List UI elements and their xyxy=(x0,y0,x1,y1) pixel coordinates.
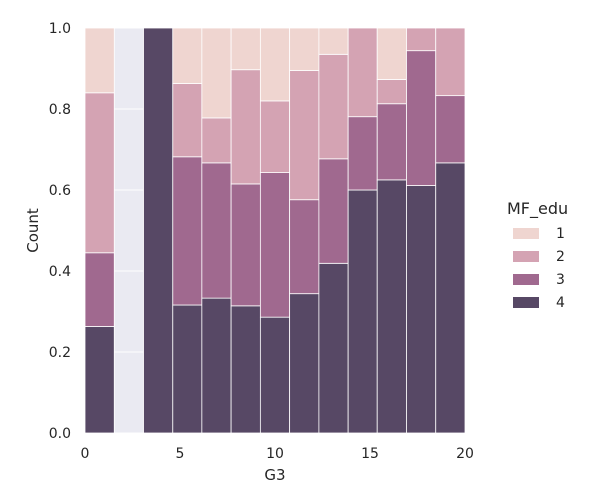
x-tick-label: 5 xyxy=(176,446,185,462)
legend-swatch xyxy=(513,274,539,285)
bar-segment xyxy=(376,27,407,80)
bar-segment xyxy=(289,199,320,295)
legend-swatch xyxy=(513,297,539,308)
bar-segment xyxy=(289,293,320,434)
y-tick-label: 0.8 xyxy=(49,102,71,118)
bars xyxy=(84,27,466,434)
bar-segment xyxy=(84,326,115,434)
bar-segment xyxy=(201,162,232,299)
bar-segment xyxy=(172,304,203,434)
bar-segment xyxy=(84,252,115,327)
bar-segment xyxy=(406,50,437,186)
x-tick-labels: 0 5 10 15 20 xyxy=(81,446,474,462)
legend-label: 4 xyxy=(556,295,565,311)
bar-segment xyxy=(230,27,261,71)
bar-segment xyxy=(84,27,115,94)
bar-segment xyxy=(172,83,203,158)
bar-segment xyxy=(259,172,291,318)
bar-segment xyxy=(435,162,466,434)
bar-segment xyxy=(201,297,232,434)
bar-segment xyxy=(230,305,261,434)
bar-segment xyxy=(318,158,349,264)
x-tick-label: 20 xyxy=(456,446,474,462)
y-tick-labels: 0.0 0.2 0.4 0.6 0.8 1.0 xyxy=(49,21,71,442)
bar-segment xyxy=(230,183,261,307)
bar-segment xyxy=(289,70,320,201)
bar-segment xyxy=(318,27,349,55)
legend-label: 1 xyxy=(556,226,565,242)
y-tick-label: 0.6 xyxy=(49,183,71,199)
bar-segment xyxy=(84,92,115,254)
bar-segment xyxy=(172,27,203,84)
bar-segment xyxy=(406,27,437,52)
bar-segment xyxy=(259,316,291,434)
y-tick-label: 0.2 xyxy=(49,345,71,361)
bar-segment xyxy=(318,262,349,434)
y-axis-label: Count xyxy=(24,208,42,253)
legend: MF_edu 1 2 3 4 xyxy=(507,199,568,311)
y-tick-label: 1.0 xyxy=(49,21,71,37)
bar-segment xyxy=(172,156,203,306)
bar-segment xyxy=(347,27,378,118)
bar-segment xyxy=(318,53,349,160)
bar-segment xyxy=(201,117,232,164)
bar-segment xyxy=(376,103,407,181)
bar-segment xyxy=(435,95,466,164)
x-tick-label: 15 xyxy=(361,446,379,462)
bar-segment xyxy=(230,69,261,185)
bar-segment xyxy=(259,100,291,173)
legend-swatch xyxy=(513,228,539,239)
legend-swatch xyxy=(513,251,539,262)
bar-segment xyxy=(201,27,232,119)
bar-segment xyxy=(347,116,378,191)
bar-segment xyxy=(259,27,291,102)
y-tick-label: 0.0 xyxy=(49,426,71,442)
y-tick-label: 0.4 xyxy=(49,264,71,280)
legend-title: MF_edu xyxy=(507,199,568,219)
bar-segment xyxy=(376,79,407,105)
x-tick-label: 10 xyxy=(266,446,284,462)
bar-segment xyxy=(406,185,437,434)
bar-segment xyxy=(143,27,174,434)
legend-label: 3 xyxy=(556,272,565,288)
bar-segment xyxy=(347,189,378,434)
x-axis-label: G3 xyxy=(264,466,285,484)
bar-segment xyxy=(435,27,466,97)
legend-label: 2 xyxy=(556,249,565,265)
bar-segment xyxy=(376,179,407,434)
x-tick-label: 0 xyxy=(81,446,90,462)
bar-segment xyxy=(289,27,320,71)
